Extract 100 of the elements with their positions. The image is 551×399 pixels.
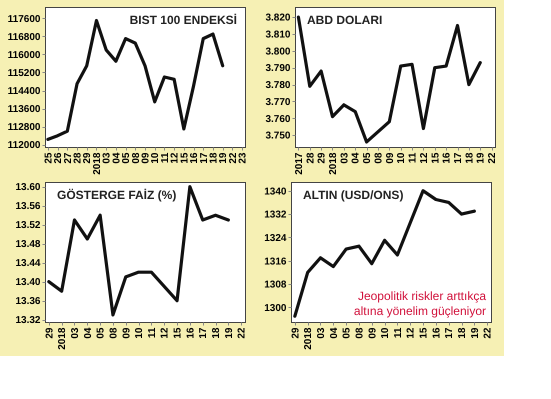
x-tick-label: 17 [453,152,464,164]
y-tick-label: 113600 [8,104,41,116]
text: GÖSTERGE FAİZ (%) [57,188,176,202]
x-tick-label: 29 [82,152,94,164]
x-tick-label: 10 [150,152,162,164]
x-tick-label: 11 [392,327,404,338]
annotation: Jeopolitik riskler arttıkça [358,289,486,303]
x-tick-label: 22 [487,152,498,164]
x-tick-label: 12 [170,152,181,164]
line-series [296,16,482,144]
x-tick-label: 04 [111,152,122,164]
x-tick-label: 04 [82,327,94,339]
x-tick-label: 26 [53,152,64,164]
y-tick-label: 3.790 [265,63,291,74]
y-tick-label: 116000 [8,50,41,61]
x-tick-label: 12 [418,152,430,164]
x-tick-label: 19 [224,327,235,339]
x-tick-label: 18 [208,152,220,164]
text: BIST 100 ENDEKSİ [130,13,237,27]
x-tick-label: 10 [134,327,146,339]
x-tick-label: 15 [418,327,430,339]
x-tick-label: 16 [442,152,453,164]
x-tick-label: 09 [384,152,396,164]
y-tick-label: 114400 [8,86,41,98]
y-tick-label: 3.780 [265,80,291,92]
annotation: altına yönelim güçleniyor [354,304,486,318]
y-tick-label: 3.760 [265,114,291,125]
x-tick-label: 29 [290,327,302,339]
y-tick-label: 112000 [8,140,41,152]
x-tick-label: 22 [236,327,248,339]
x-tick-label: 17 [198,327,210,339]
y-tick-label: 117600 [8,14,41,25]
x-tick-label: 18 [457,327,468,339]
y-tick-label: 13.32 [15,315,41,326]
x-tick-label: 25 [43,152,54,164]
x-tick-label: 10 [380,327,392,339]
x-tick-label: 29 [316,152,328,164]
line-series [47,185,230,316]
x-tick-label: 15 [179,152,190,164]
x-tick-label: 03 [70,327,81,339]
x-tick-label: 2018 [303,327,314,350]
x-tick-label: 09 [121,327,132,339]
x-tick-label: 11 [160,152,171,164]
x-tick-label: 19 [470,327,481,339]
x-tick-label: 09 [367,327,378,339]
y-tick-label: 3.820 [265,12,291,24]
x-tick-label: 22 [228,152,239,164]
x-tick-label: 28 [72,152,84,164]
x-tick-label: 22 [482,327,494,339]
y-tick-label: 13.48 [15,239,41,250]
x-tick-label: 05 [362,152,374,164]
y-tick-label: 1316 [264,256,287,268]
x-tick-label: 12 [406,327,417,339]
x-tick-label: 16 [431,327,442,339]
x-tick-label: 10 [396,152,408,164]
x-tick-label: 08 [354,327,366,339]
x-tick-label: 09 [140,152,152,164]
x-tick-label: 08 [130,152,142,164]
x-tick-label: 19 [476,152,487,164]
x-tick-label: 2017 [294,152,305,175]
x-tick-label: 05 [342,327,353,339]
x-tick-label: 03 [339,152,350,164]
x-tick-label: 05 [96,327,107,339]
y-tick-label: 13.60 [15,182,41,194]
y-tick-label: 1300 [264,302,287,314]
y-tick-label: 13.40 [15,277,41,288]
x-tick-label: 08 [108,327,120,339]
x-tick-label: 15 [430,152,442,164]
y-tick-label: 1308 [264,280,287,291]
y-tick-label: 13.36 [15,296,41,308]
x-tick-label: 16 [185,327,196,339]
x-tick-label: 11 [408,152,419,164]
x-tick-label: 19 [218,152,230,164]
text: ALTIN (USD/ONS) [303,188,404,202]
x-tick-label: 08 [373,152,384,164]
x-tick-label: 16 [189,152,200,164]
y-tick-label: 13.44 [15,258,41,270]
text: ABD DOLARI [307,13,382,27]
x-tick-label: 28 [305,152,316,164]
x-tick-label: 18 [464,152,476,164]
y-tick-label: 1340 [264,186,287,198]
x-tick-label: 2018 [328,152,339,175]
x-tick-label: 04 [328,327,340,339]
x-tick-label: 11 [146,327,158,338]
y-tick-label: 3.800 [265,46,291,58]
y-tick-label: 3.770 [265,96,291,108]
y-tick-label: 3.810 [265,29,291,40]
x-tick-label: 2018 [92,152,103,175]
x-tick-label: 15 [172,327,184,339]
y-tick-label: 3.750 [265,130,291,142]
x-tick-label: 27 [62,152,74,164]
x-tick-label: 03 [102,152,113,164]
y-tick-label: 13.52 [15,220,41,232]
x-tick-label: 04 [350,152,362,164]
y-tick-label: 1332 [264,210,287,221]
x-tick-label: 29 [44,327,56,339]
y-tick-label: 13.56 [15,201,41,212]
x-tick-label: 17 [444,327,456,339]
y-tick-label: 112800 [8,122,41,134]
x-tick-label: 03 [316,327,327,339]
